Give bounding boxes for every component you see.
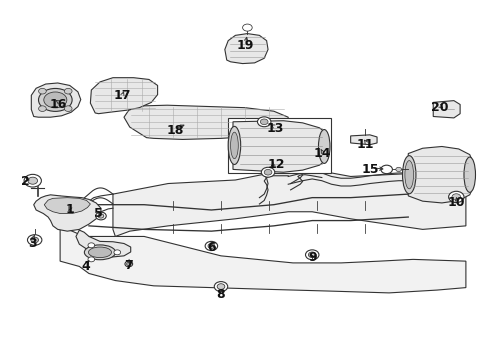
Text: 6: 6 [207, 240, 216, 253]
Polygon shape [34, 195, 101, 231]
Circle shape [27, 235, 42, 245]
Ellipse shape [464, 157, 475, 192]
Circle shape [39, 88, 46, 94]
Circle shape [449, 191, 464, 203]
Polygon shape [124, 105, 288, 139]
Text: 8: 8 [217, 288, 225, 301]
Circle shape [64, 106, 72, 112]
Text: 18: 18 [167, 124, 184, 137]
Circle shape [452, 194, 461, 200]
Polygon shape [408, 147, 473, 203]
Circle shape [257, 117, 271, 127]
Text: 11: 11 [356, 138, 374, 151]
Ellipse shape [98, 214, 104, 218]
Text: 5: 5 [94, 207, 103, 220]
Circle shape [88, 243, 95, 248]
Circle shape [308, 252, 316, 258]
Circle shape [261, 167, 275, 177]
Circle shape [114, 250, 121, 255]
Circle shape [381, 165, 392, 174]
Text: 1: 1 [65, 203, 74, 216]
Ellipse shape [231, 132, 238, 159]
Ellipse shape [402, 156, 416, 194]
Circle shape [260, 119, 268, 125]
Text: 15: 15 [362, 163, 380, 176]
Circle shape [208, 243, 215, 248]
Polygon shape [351, 135, 377, 145]
Circle shape [28, 177, 38, 184]
Text: 2: 2 [21, 175, 29, 188]
Circle shape [64, 88, 72, 94]
Circle shape [39, 106, 46, 112]
Text: 4: 4 [81, 260, 90, 273]
Ellipse shape [89, 247, 112, 258]
Ellipse shape [228, 126, 241, 165]
Text: 3: 3 [28, 237, 37, 250]
Polygon shape [44, 198, 90, 213]
Ellipse shape [126, 262, 131, 266]
Ellipse shape [96, 212, 106, 220]
Circle shape [88, 257, 95, 262]
Circle shape [243, 24, 252, 31]
Polygon shape [225, 33, 268, 64]
Ellipse shape [125, 261, 133, 267]
Ellipse shape [318, 130, 330, 163]
Circle shape [305, 250, 319, 260]
Ellipse shape [405, 161, 414, 189]
Text: 19: 19 [236, 40, 254, 53]
Polygon shape [233, 121, 328, 172]
Polygon shape [60, 196, 466, 293]
Circle shape [217, 284, 225, 289]
Polygon shape [31, 83, 81, 117]
Text: 12: 12 [268, 158, 285, 171]
Circle shape [214, 282, 228, 292]
Ellipse shape [44, 92, 67, 108]
Ellipse shape [39, 89, 72, 111]
Text: 10: 10 [447, 197, 465, 210]
Text: 16: 16 [50, 98, 67, 111]
Text: 14: 14 [313, 147, 331, 160]
Text: 17: 17 [114, 89, 131, 102]
Ellipse shape [84, 245, 116, 260]
Polygon shape [113, 170, 466, 237]
Polygon shape [76, 230, 131, 257]
Bar [228, 118, 331, 173]
Text: 9: 9 [308, 251, 317, 264]
Circle shape [264, 170, 272, 175]
Circle shape [24, 174, 41, 187]
Text: 7: 7 [124, 259, 133, 272]
Circle shape [205, 242, 218, 251]
Polygon shape [433, 100, 460, 118]
Circle shape [31, 237, 39, 243]
Text: 20: 20 [431, 101, 448, 114]
Text: 13: 13 [266, 122, 283, 135]
Polygon shape [90, 78, 158, 114]
Circle shape [396, 167, 401, 171]
